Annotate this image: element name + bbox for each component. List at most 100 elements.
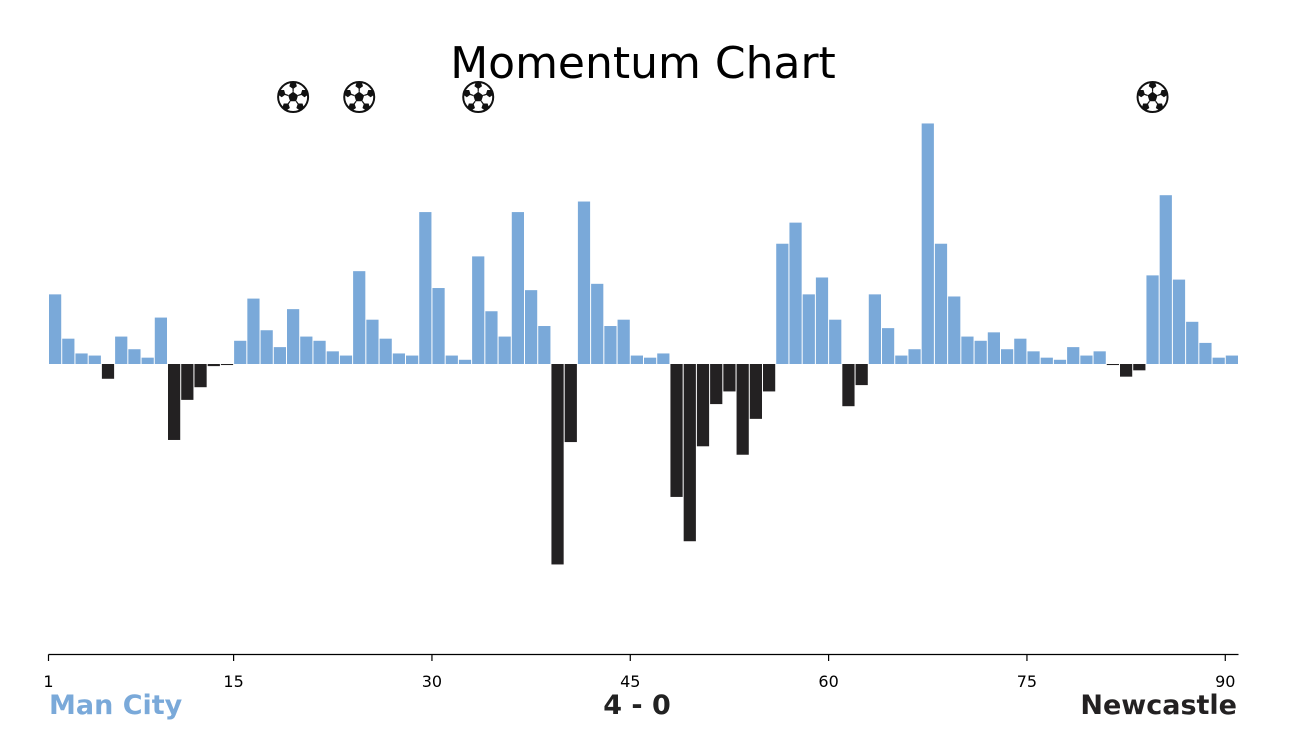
- momentum-bar: [1225, 355, 1238, 364]
- momentum-bar: [776, 243, 789, 364]
- goal-markers: [277, 81, 1169, 113]
- momentum-bar: [366, 319, 379, 364]
- momentum-bar: [1027, 351, 1040, 364]
- momentum-bar: [115, 336, 128, 364]
- score-label: 4 - 0: [603, 690, 671, 721]
- momentum-bar: [168, 364, 181, 440]
- momentum-bar: [763, 364, 776, 392]
- momentum-bar: [300, 336, 313, 364]
- momentum-bar: [538, 326, 551, 364]
- momentum-bar: [670, 364, 683, 497]
- momentum-bar: [815, 277, 829, 364]
- momentum-bar: [101, 364, 115, 379]
- momentum-bar: [987, 332, 1000, 364]
- momentum-bar: [802, 294, 815, 364]
- momentum-bars: [49, 123, 1238, 565]
- momentum-bar: [498, 336, 511, 364]
- momentum-bar: [551, 364, 564, 565]
- momentum-bar: [154, 317, 167, 364]
- momentum-bar: [1080, 355, 1093, 364]
- momentum-bar: [855, 364, 868, 386]
- momentum-bar: [591, 283, 604, 364]
- momentum-bar: [696, 364, 710, 447]
- momentum-bar: [617, 319, 630, 364]
- momentum-bar: [88, 355, 101, 364]
- x-tick-label: 1: [43, 672, 53, 691]
- momentum-bar: [339, 355, 353, 364]
- momentum-bar: [472, 256, 485, 364]
- x-axis: 1 15 30 45 60 75 90: [43, 653, 1239, 691]
- momentum-bar: [234, 340, 247, 364]
- momentum-bar: [406, 355, 419, 364]
- momentum-bar: [934, 243, 948, 364]
- momentum-bar: [736, 364, 749, 455]
- momentum-bar: [432, 288, 445, 364]
- away-team-label: Newcastle: [1080, 690, 1237, 721]
- momentum-bar: [842, 364, 855, 407]
- momentum-bar: [62, 338, 75, 364]
- momentum-bar: [749, 364, 762, 419]
- momentum-bar: [194, 364, 207, 388]
- x-tick-label: 60: [818, 672, 838, 691]
- momentum-bar: [908, 349, 921, 364]
- momentum-bar: [1146, 275, 1159, 364]
- momentum-bar: [207, 364, 220, 367]
- momentum-bar: [419, 212, 432, 364]
- momentum-bar: [683, 364, 696, 542]
- momentum-bar: [948, 296, 961, 364]
- x-tick-label: 90: [1215, 672, 1235, 691]
- momentum-bar: [644, 357, 657, 364]
- momentum-bar: [220, 364, 234, 366]
- momentum-bar: [895, 355, 908, 364]
- momentum-bar: [604, 326, 617, 364]
- momentum-bar: [247, 298, 260, 364]
- momentum-bar: [1040, 357, 1053, 364]
- momentum-bar: [921, 123, 934, 365]
- momentum-bar: [1001, 349, 1014, 364]
- momentum-bar: [1212, 357, 1225, 364]
- momentum-bar: [789, 222, 802, 364]
- momentum-bar: [829, 319, 842, 364]
- momentum-bar: [723, 364, 736, 392]
- momentum-bar: [1199, 342, 1212, 364]
- momentum-bar: [458, 359, 472, 364]
- momentum-bar: [1159, 195, 1172, 364]
- home-team-label: Man City: [49, 690, 183, 721]
- momentum-bar: [313, 340, 326, 364]
- momentum-bar: [260, 330, 273, 364]
- momentum-bar: [392, 353, 405, 364]
- momentum-bar: [710, 364, 723, 405]
- momentum-bar: [961, 336, 974, 364]
- momentum-bar: [485, 311, 498, 364]
- momentum-bar: [1120, 364, 1133, 377]
- momentum-bar: [75, 353, 88, 364]
- x-tick-label: 45: [620, 672, 640, 691]
- soccer-ball-icon: [277, 81, 310, 113]
- momentum-bar: [141, 357, 154, 364]
- x-tick-label: 30: [422, 672, 442, 691]
- momentum-bar: [49, 294, 62, 364]
- momentum-bar: [1133, 364, 1146, 371]
- momentum-bar: [287, 309, 300, 364]
- momentum-bar: [1172, 279, 1186, 364]
- momentum-bar: [630, 355, 643, 364]
- momentum-bar: [1053, 359, 1067, 364]
- x-tick-label: 15: [223, 672, 243, 691]
- momentum-bar: [882, 328, 895, 364]
- soccer-ball-icon: [1136, 81, 1169, 113]
- momentum-bar: [1067, 347, 1080, 364]
- soccer-ball-icon: [343, 81, 376, 113]
- momentum-bar: [1186, 321, 1199, 364]
- momentum-bar: [326, 351, 339, 364]
- momentum-bar: [128, 349, 141, 364]
- momentum-bar: [1106, 364, 1119, 366]
- momentum-bar: [181, 364, 194, 400]
- momentum-bar: [445, 355, 458, 364]
- soccer-ball-icon: [462, 81, 495, 113]
- momentum-bar: [353, 271, 366, 364]
- momentum-bar: [511, 212, 524, 364]
- x-tick-label: 75: [1017, 672, 1037, 691]
- momentum-bar: [577, 201, 591, 364]
- momentum-bar: [564, 364, 577, 443]
